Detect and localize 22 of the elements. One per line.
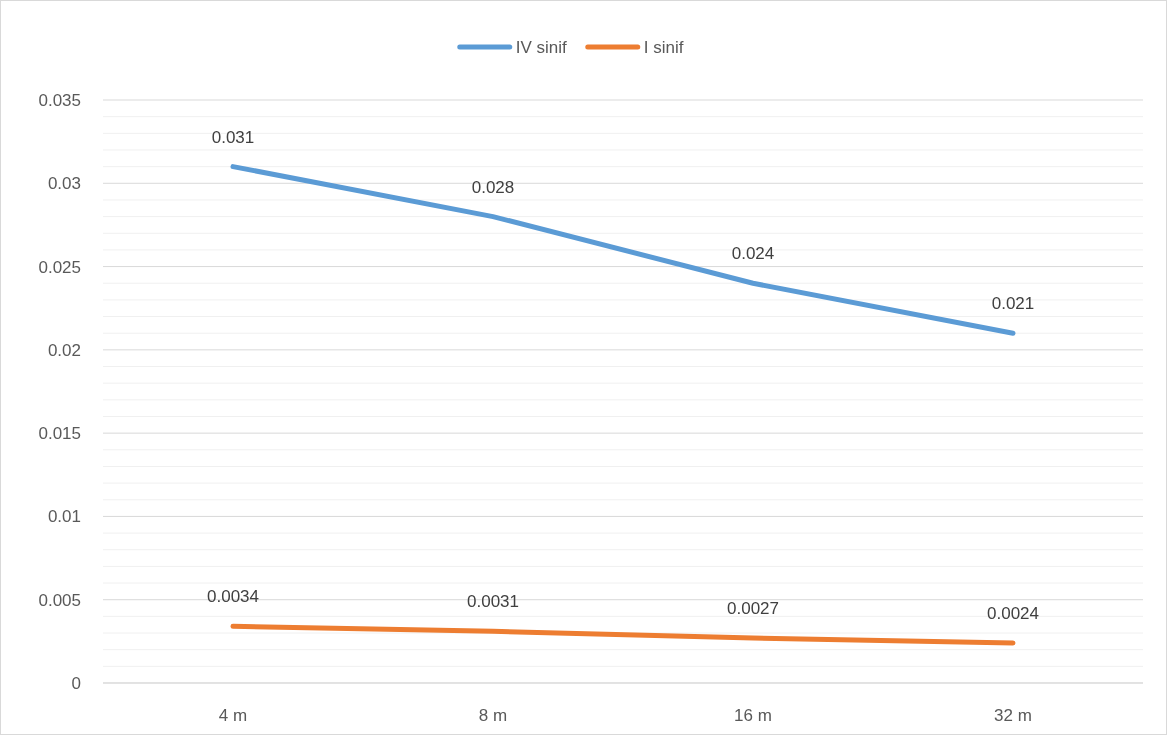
legend-label: I sinif (643, 37, 684, 57)
data-label: 0.028 (471, 177, 515, 197)
y-tick-label: 0.02 (47, 340, 81, 360)
data-label: 0.024 (731, 244, 775, 264)
y-tick-label: 0.025 (38, 257, 81, 277)
y-tick-label: 0.01 (47, 507, 81, 527)
y-tick-label: 0.035 (38, 90, 81, 110)
x-tick-label: 4 m (218, 706, 248, 725)
y-tick-label: 0.015 (38, 424, 81, 444)
x-tick-label: 16 m (734, 706, 772, 725)
data-label: 0.0027 (727, 599, 779, 619)
y-tick-label: 0.005 (38, 590, 81, 610)
x-tick-label: 32 m (994, 706, 1032, 725)
data-label: 0.0034 (207, 587, 259, 607)
legend-label: IV sinif (515, 37, 568, 57)
data-label: 0.0024 (987, 604, 1039, 624)
y-tick-label: 0.03 (47, 174, 81, 194)
data-label: 0.021 (991, 294, 1035, 314)
y-tick-label: 0 (71, 673, 81, 693)
x-tick-label: 8 m (478, 706, 508, 725)
data-label: 0.0031 (467, 592, 519, 612)
data-label: 0.031 (211, 127, 255, 147)
